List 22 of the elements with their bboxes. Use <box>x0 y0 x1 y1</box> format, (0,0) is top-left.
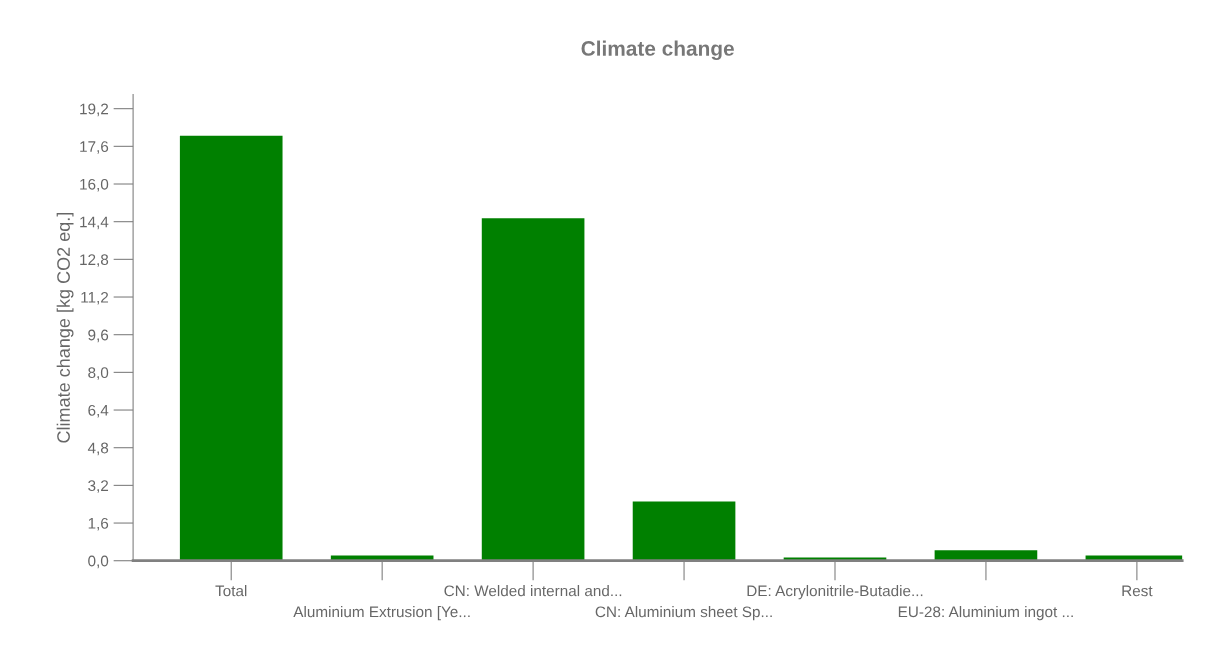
y-tick-label: 4,8 <box>87 442 109 456</box>
y-axis-title: Climate change [kg CO2 eq.] <box>56 212 74 443</box>
y-tick-label: 12,8 <box>80 254 109 267</box>
x-tick-label: Total <box>215 585 247 597</box>
y-tick-label: 19,2 <box>80 103 109 117</box>
x-tick-label: Rest <box>1122 585 1153 597</box>
x-tick-label: Aluminium Extrusion [Ye... <box>293 606 470 621</box>
y-tick-label: 14,4 <box>80 216 109 230</box>
y-tick-label: 8,0 <box>88 367 109 380</box>
y-tick-label: 11,2 <box>81 291 109 305</box>
x-tick-label: DE: Acrylonitrile-Butadie... <box>747 585 923 600</box>
chart-title: Climate change <box>581 40 734 61</box>
y-tick-label: 6,4 <box>88 404 109 418</box>
x-tick-label: EU-28: Aluminium ingot ... <box>898 606 1073 621</box>
x-tick-label: CN: Aluminium sheet Sp... <box>595 606 772 621</box>
y-tick-label: 9,6 <box>88 329 109 343</box>
x-tick-label: CN: Welded internal and... <box>444 585 622 597</box>
y-tick-label: 1,6 <box>88 517 109 531</box>
y-tick-label: 17,6 <box>80 141 109 154</box>
y-tick-label: 3,2 <box>88 480 109 493</box>
y-tick-label: 0,0 <box>88 555 109 569</box>
y-tick-label: 16,0 <box>80 178 109 192</box>
